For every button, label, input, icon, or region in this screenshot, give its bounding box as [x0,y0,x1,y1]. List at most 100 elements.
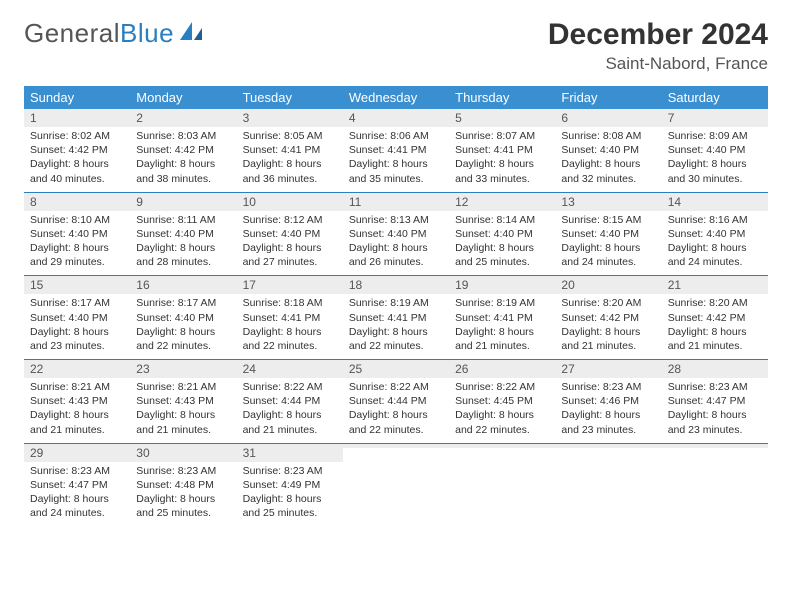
day-number: 10 [237,193,343,211]
day-cell: 28Sunrise: 8:23 AMSunset: 4:47 PMDayligh… [662,360,768,443]
day-details: Sunrise: 8:23 AMSunset: 4:48 PMDaylight:… [130,462,236,521]
week-row: 8Sunrise: 8:10 AMSunset: 4:40 PMDaylight… [24,192,768,276]
sunrise-text: Sunrise: 8:21 AM [30,380,124,394]
daylight-text: Daylight: 8 hours and 25 minutes. [455,241,549,269]
daylight-text: Daylight: 8 hours and 36 minutes. [243,157,337,185]
day-number: 22 [24,360,130,378]
sunrise-text: Sunrise: 8:17 AM [30,296,124,310]
day-details: Sunrise: 8:10 AMSunset: 4:40 PMDaylight:… [24,211,130,270]
day-number: 6 [555,109,661,127]
day-cell [555,444,661,527]
day-cell: 25Sunrise: 8:22 AMSunset: 4:44 PMDayligh… [343,360,449,443]
sunset-text: Sunset: 4:42 PM [668,311,762,325]
day-details: Sunrise: 8:06 AMSunset: 4:41 PMDaylight:… [343,127,449,186]
daylight-text: Daylight: 8 hours and 33 minutes. [455,157,549,185]
day-number: 14 [662,193,768,211]
sunrise-text: Sunrise: 8:16 AM [668,213,762,227]
day-cell: 9Sunrise: 8:11 AMSunset: 4:40 PMDaylight… [130,193,236,276]
day-header: Tuesday [237,86,343,109]
sunset-text: Sunset: 4:47 PM [30,478,124,492]
sunset-text: Sunset: 4:44 PM [349,394,443,408]
daylight-text: Daylight: 8 hours and 21 minutes. [561,325,655,353]
day-number: 30 [130,444,236,462]
day-number: 24 [237,360,343,378]
week-row: 22Sunrise: 8:21 AMSunset: 4:43 PMDayligh… [24,359,768,443]
daylight-text: Daylight: 8 hours and 35 minutes. [349,157,443,185]
day-details: Sunrise: 8:12 AMSunset: 4:40 PMDaylight:… [237,211,343,270]
day-cell: 1Sunrise: 8:02 AMSunset: 4:42 PMDaylight… [24,109,130,192]
daylight-text: Daylight: 8 hours and 38 minutes. [136,157,230,185]
day-details: Sunrise: 8:23 AMSunset: 4:49 PMDaylight:… [237,462,343,521]
day-cell: 14Sunrise: 8:16 AMSunset: 4:40 PMDayligh… [662,193,768,276]
sunset-text: Sunset: 4:40 PM [561,227,655,241]
day-number: 21 [662,276,768,294]
day-details: Sunrise: 8:22 AMSunset: 4:44 PMDaylight:… [237,378,343,437]
day-number: 13 [555,193,661,211]
sunrise-text: Sunrise: 8:09 AM [668,129,762,143]
sunrise-text: Sunrise: 8:15 AM [561,213,655,227]
day-details: Sunrise: 8:20 AMSunset: 4:42 PMDaylight:… [662,294,768,353]
day-header: Saturday [662,86,768,109]
sunrise-text: Sunrise: 8:22 AM [349,380,443,394]
day-number: 9 [130,193,236,211]
day-number: 4 [343,109,449,127]
day-details: Sunrise: 8:14 AMSunset: 4:40 PMDaylight:… [449,211,555,270]
sunrise-text: Sunrise: 8:11 AM [136,213,230,227]
sunrise-text: Sunrise: 8:06 AM [349,129,443,143]
daylight-text: Daylight: 8 hours and 29 minutes. [30,241,124,269]
sunrise-text: Sunrise: 8:10 AM [30,213,124,227]
sunset-text: Sunset: 4:40 PM [349,227,443,241]
sunrise-text: Sunrise: 8:19 AM [349,296,443,310]
sunset-text: Sunset: 4:40 PM [136,311,230,325]
sunrise-text: Sunrise: 8:02 AM [30,129,124,143]
daylight-text: Daylight: 8 hours and 22 minutes. [455,408,549,436]
sunrise-text: Sunrise: 8:22 AM [243,380,337,394]
day-header-row: Sunday Monday Tuesday Wednesday Thursday… [24,86,768,109]
sunrise-text: Sunrise: 8:20 AM [668,296,762,310]
day-number: 27 [555,360,661,378]
logo-text-2: Blue [120,18,174,49]
day-cell: 30Sunrise: 8:23 AMSunset: 4:48 PMDayligh… [130,444,236,527]
day-details: Sunrise: 8:19 AMSunset: 4:41 PMDaylight:… [449,294,555,353]
day-number: 12 [449,193,555,211]
day-number: 1 [24,109,130,127]
daylight-text: Daylight: 8 hours and 28 minutes. [136,241,230,269]
day-number: 29 [24,444,130,462]
day-number [343,444,449,448]
day-header: Wednesday [343,86,449,109]
day-number [449,444,555,448]
sunset-text: Sunset: 4:47 PM [668,394,762,408]
sunset-text: Sunset: 4:42 PM [136,143,230,157]
day-details: Sunrise: 8:05 AMSunset: 4:41 PMDaylight:… [237,127,343,186]
daylight-text: Daylight: 8 hours and 25 minutes. [136,492,230,520]
day-cell: 13Sunrise: 8:15 AMSunset: 4:40 PMDayligh… [555,193,661,276]
sunrise-text: Sunrise: 8:23 AM [243,464,337,478]
day-cell: 23Sunrise: 8:21 AMSunset: 4:43 PMDayligh… [130,360,236,443]
header: GeneralBlue December 2024 Saint-Nabord, … [24,18,768,74]
day-cell: 29Sunrise: 8:23 AMSunset: 4:47 PMDayligh… [24,444,130,527]
sunset-text: Sunset: 4:44 PM [243,394,337,408]
day-details: Sunrise: 8:22 AMSunset: 4:45 PMDaylight:… [449,378,555,437]
sunset-text: Sunset: 4:40 PM [30,227,124,241]
day-cell: 5Sunrise: 8:07 AMSunset: 4:41 PMDaylight… [449,109,555,192]
day-number: 5 [449,109,555,127]
sunrise-text: Sunrise: 8:14 AM [455,213,549,227]
sunset-text: Sunset: 4:41 PM [243,311,337,325]
day-cell: 7Sunrise: 8:09 AMSunset: 4:40 PMDaylight… [662,109,768,192]
day-details: Sunrise: 8:16 AMSunset: 4:40 PMDaylight:… [662,211,768,270]
sunrise-text: Sunrise: 8:21 AM [136,380,230,394]
daylight-text: Daylight: 8 hours and 21 minutes. [30,408,124,436]
sail-icon [178,18,204,49]
daylight-text: Daylight: 8 hours and 30 minutes. [668,157,762,185]
calendar: Sunday Monday Tuesday Wednesday Thursday… [24,86,768,526]
day-number: 15 [24,276,130,294]
week-row: 29 Sunrise: 8:23 AM Sunset: 4:47 PM Dayligh… [24,443,768,527]
daylight-text: Daylight: 8 hours and 22 minutes. [136,325,230,353]
sunrise-text: Sunrise: 8:18 AM [243,296,337,310]
day-cell: 15Sunrise: 8:17 AMSunset: 4:40 PMDayligh… [24,276,130,359]
day-cell: 26Sunrise: 8:22 AMSunset: 4:45 PMDayligh… [449,360,555,443]
day-cell: 24Sunrise: 8:22 AMSunset: 4:44 PMDayligh… [237,360,343,443]
day-number: 18 [343,276,449,294]
daylight-text: Daylight: 8 hours and 40 minutes. [30,157,124,185]
day-details: Sunrise: 8:09 AMSunset: 4:40 PMDaylight:… [662,127,768,186]
